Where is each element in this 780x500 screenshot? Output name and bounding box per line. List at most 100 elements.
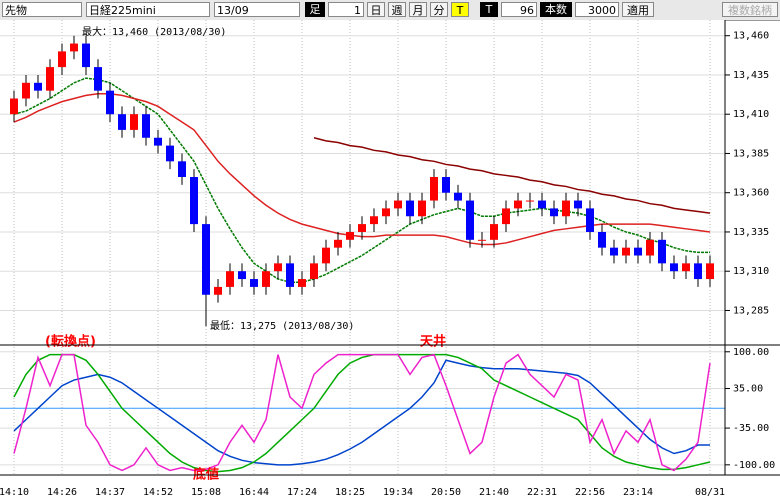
candle-body xyxy=(214,286,222,295)
day-button[interactable]: 日 xyxy=(367,2,385,17)
candle-body xyxy=(202,224,210,295)
candle-body xyxy=(142,114,150,138)
candle-body xyxy=(478,239,486,241)
candle-body xyxy=(274,263,282,272)
candle-body xyxy=(622,247,630,256)
multi-button[interactable]: 複数銘柄 xyxy=(722,2,778,17)
candle-body xyxy=(658,239,666,264)
candle-body xyxy=(646,239,654,256)
week-button[interactable]: 週 xyxy=(388,2,406,17)
candle-body xyxy=(370,216,378,225)
apply-button[interactable]: 適用 xyxy=(622,2,654,17)
candle-body xyxy=(190,177,198,225)
y-tick-label: 13,410 xyxy=(733,109,769,120)
x-tick-label: 22:31 xyxy=(527,487,557,498)
candle-body xyxy=(34,82,42,91)
x-tick-label: 22:56 xyxy=(575,487,605,498)
candle-body xyxy=(22,82,30,99)
x-tick-label: 20:50 xyxy=(431,487,461,498)
candle-body xyxy=(262,271,270,287)
moving-average xyxy=(313,137,711,214)
candle-body xyxy=(166,145,174,162)
candle-body xyxy=(322,247,330,264)
y-tick-label: 13,435 xyxy=(733,70,769,81)
y-tick-label: 13,335 xyxy=(733,227,769,238)
candle-body xyxy=(706,263,714,280)
candle-body xyxy=(694,263,702,280)
month-button[interactable]: 月 xyxy=(409,2,427,17)
bar-label: 足 xyxy=(305,2,325,17)
candle-body xyxy=(10,98,18,115)
annotation: (転換点) xyxy=(45,334,96,350)
candle-body xyxy=(94,67,102,91)
market-select[interactable]: 先物 xyxy=(2,2,82,17)
symbol-select[interactable]: 日経225mini xyxy=(86,2,210,17)
candle-body xyxy=(598,231,606,248)
candle-body xyxy=(70,43,78,52)
x-tick-label: 23:14 xyxy=(623,487,653,498)
bar-size[interactable]: 1 xyxy=(328,2,364,17)
y-tick-label: -100.00 xyxy=(733,460,775,471)
y-tick-label: -35.00 xyxy=(733,423,769,434)
candle-body xyxy=(238,271,246,280)
x-tick-label: 14:10 xyxy=(0,487,29,498)
y-tick-label: 13,385 xyxy=(733,148,769,159)
candle-body xyxy=(58,51,66,68)
candle-body xyxy=(562,200,570,217)
minute-button[interactable]: 分 xyxy=(430,2,448,17)
candle-body xyxy=(334,239,342,248)
candle-body xyxy=(514,200,522,209)
candle-body xyxy=(46,67,54,91)
y-tick-label: 13,360 xyxy=(733,188,769,199)
candle-body xyxy=(298,279,306,287)
x-tick-label: 17:24 xyxy=(287,487,317,498)
candle-body xyxy=(394,200,402,209)
candle-body xyxy=(226,271,234,287)
x-tick-label: 21:40 xyxy=(479,487,509,498)
contract-select[interactable]: 13/09 xyxy=(214,2,300,17)
bars-input[interactable]: 3000 xyxy=(575,2,619,17)
tick-label: T xyxy=(480,2,498,17)
x-tick-label: 14:52 xyxy=(143,487,173,498)
y-tick-label: 13,310 xyxy=(733,266,769,277)
y-tick-label: 13,460 xyxy=(733,31,769,42)
candle-body xyxy=(586,208,594,232)
x-tick-label: 14:26 xyxy=(47,487,77,498)
chart: 14:10 14:26 14:37 14:52 15:08 16:44 17:24 18:25… xyxy=(0,20,780,498)
candle-body xyxy=(502,208,510,225)
toolbar: 先物 日経225mini 13/09 足 1 日 週 月 分 T T 96 本数… xyxy=(0,0,780,21)
candle-body xyxy=(118,114,126,130)
candle-body xyxy=(454,192,462,201)
y-tick-label: 13,285 xyxy=(733,305,769,316)
candle-body xyxy=(490,224,498,240)
x-tick-label: 19:34 xyxy=(383,487,413,498)
count-input[interactable]: 96 xyxy=(501,2,537,17)
candle-body xyxy=(526,200,534,202)
candle-body xyxy=(310,263,318,280)
candle-body xyxy=(286,263,294,287)
candle-body xyxy=(178,161,186,178)
x-tick-label: 16:44 xyxy=(239,487,269,498)
y-tick-label: 35.00 xyxy=(733,384,763,395)
annotation: 天井 xyxy=(420,334,446,350)
oscillator-line xyxy=(13,353,711,472)
candle-body xyxy=(574,200,582,209)
annotation: 最低：13,275 (2013/08/30) xyxy=(210,319,354,332)
x-tick-label: 08/31 xyxy=(695,487,725,498)
candle-body xyxy=(154,137,162,146)
candle-body xyxy=(550,208,558,217)
oscillator-line xyxy=(13,353,711,473)
y-tick-label: 100.00 xyxy=(733,347,769,358)
candle-body xyxy=(82,43,90,68)
oscillator-line xyxy=(13,359,710,466)
candle-body xyxy=(430,177,438,201)
candle-body xyxy=(418,200,426,217)
candle-body xyxy=(382,208,390,217)
tick-button[interactable]: T xyxy=(451,2,469,17)
candle-body xyxy=(442,177,450,193)
candle-body xyxy=(466,200,474,240)
candle-body xyxy=(358,224,366,232)
x-tick-label: 15:08 xyxy=(191,487,221,498)
candle-body xyxy=(250,279,258,287)
